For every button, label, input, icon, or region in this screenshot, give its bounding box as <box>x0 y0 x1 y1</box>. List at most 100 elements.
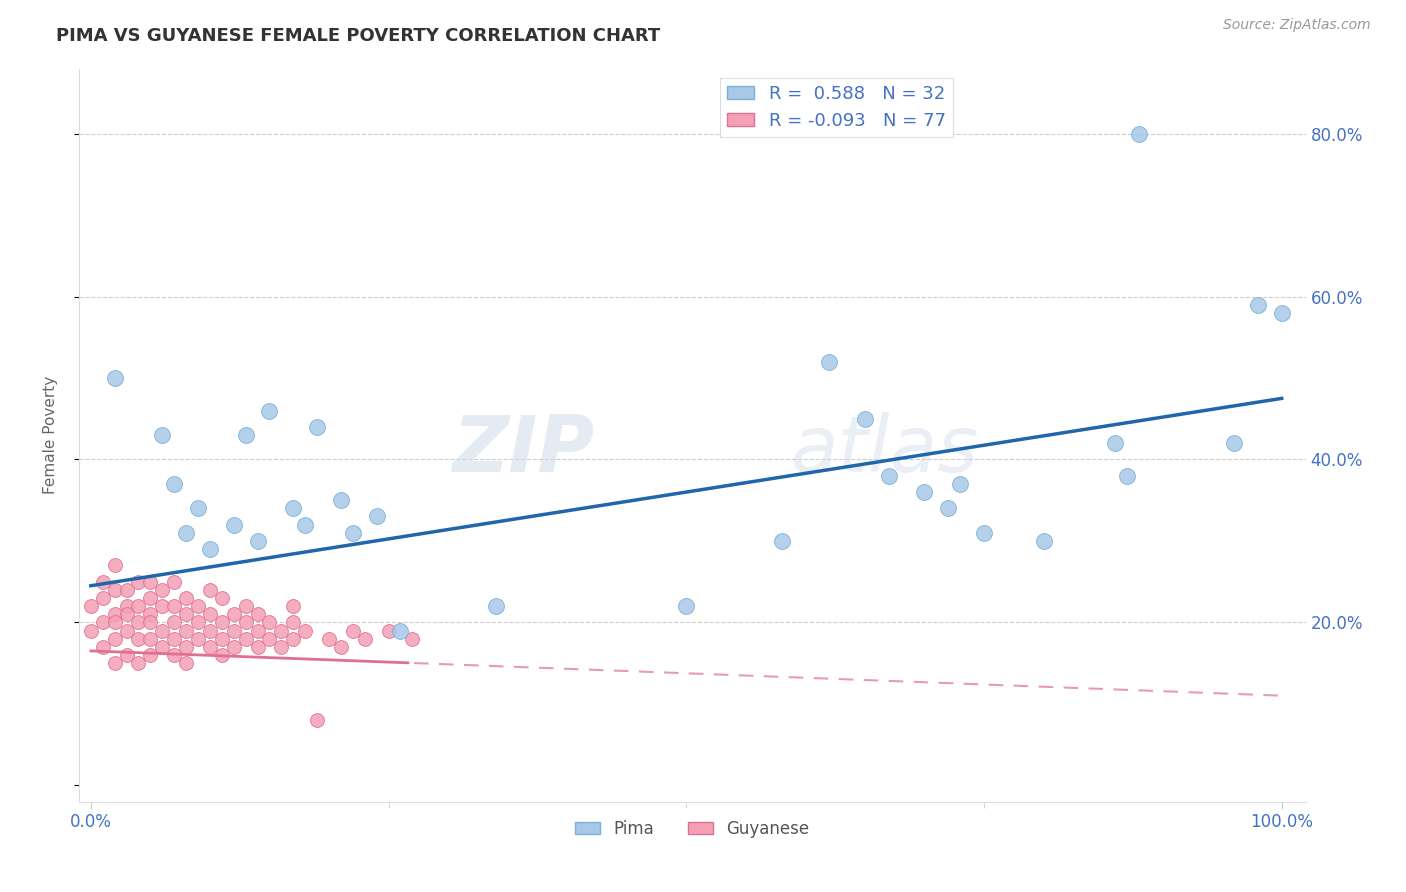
Point <box>294 517 316 532</box>
Text: Source: ZipAtlas.com: Source: ZipAtlas.com <box>1223 18 1371 32</box>
Point <box>187 599 209 613</box>
Point <box>818 355 841 369</box>
Point <box>198 624 221 638</box>
Point <box>211 648 233 662</box>
Point <box>211 632 233 646</box>
Legend: Pima, Guyanese: Pima, Guyanese <box>568 814 815 845</box>
Point <box>163 599 186 613</box>
Point <box>91 574 114 589</box>
Point <box>163 615 186 630</box>
Point <box>80 624 103 638</box>
Point <box>174 607 197 622</box>
Point <box>259 403 281 417</box>
Point <box>307 713 329 727</box>
Point <box>187 501 209 516</box>
Point <box>198 607 221 622</box>
Point <box>163 574 186 589</box>
Point <box>163 648 186 662</box>
Point <box>307 420 329 434</box>
Point <box>1223 436 1246 450</box>
Point <box>115 607 138 622</box>
Point <box>294 624 316 638</box>
Point <box>104 615 127 630</box>
Point <box>139 607 162 622</box>
Point <box>128 574 150 589</box>
Point <box>174 525 197 540</box>
Point <box>150 624 173 638</box>
Point <box>246 624 269 638</box>
Point <box>246 533 269 548</box>
Point <box>139 591 162 605</box>
Text: ZIP: ZIP <box>451 412 595 488</box>
Point <box>104 371 127 385</box>
Point <box>377 624 399 638</box>
Point <box>914 485 936 500</box>
Point <box>259 632 281 646</box>
Point <box>104 656 127 670</box>
Point <box>235 599 257 613</box>
Point <box>283 599 305 613</box>
Point <box>283 632 305 646</box>
Point <box>1128 127 1150 141</box>
Point <box>1115 468 1137 483</box>
Point <box>485 599 508 613</box>
Point <box>150 599 173 613</box>
Point <box>222 607 245 622</box>
Point <box>270 624 292 638</box>
Point <box>353 632 375 646</box>
Point <box>139 648 162 662</box>
Point <box>342 624 364 638</box>
Point <box>259 615 281 630</box>
Point <box>342 525 364 540</box>
Point <box>115 648 138 662</box>
Point <box>80 599 103 613</box>
Point <box>115 582 138 597</box>
Point <box>270 640 292 654</box>
Point <box>91 591 114 605</box>
Point <box>329 640 352 654</box>
Point <box>104 607 127 622</box>
Point <box>139 574 162 589</box>
Point <box>853 411 876 425</box>
Point <box>91 615 114 630</box>
Point <box>91 640 114 654</box>
Point <box>222 624 245 638</box>
Point <box>1104 436 1126 450</box>
Point <box>235 428 257 442</box>
Point <box>235 632 257 646</box>
Point <box>222 517 245 532</box>
Point <box>198 582 221 597</box>
Point <box>211 615 233 630</box>
Point <box>198 542 221 557</box>
Point <box>104 582 127 597</box>
Point <box>389 624 412 638</box>
Point <box>174 624 197 638</box>
Point <box>211 591 233 605</box>
Text: atlas: atlas <box>790 412 979 488</box>
Point <box>675 599 697 613</box>
Point <box>877 468 900 483</box>
Point <box>150 428 173 442</box>
Point <box>174 640 197 654</box>
Point <box>128 656 150 670</box>
Point <box>115 624 138 638</box>
Point <box>128 632 150 646</box>
Point <box>366 509 388 524</box>
Point <box>150 582 173 597</box>
Point <box>128 615 150 630</box>
Point <box>104 632 127 646</box>
Point <box>283 615 305 630</box>
Point <box>1271 306 1294 320</box>
Point <box>198 640 221 654</box>
Point <box>139 615 162 630</box>
Point <box>150 640 173 654</box>
Point <box>329 493 352 508</box>
Point <box>115 599 138 613</box>
Point <box>104 558 127 573</box>
Point <box>128 599 150 613</box>
Y-axis label: Female Poverty: Female Poverty <box>44 376 58 494</box>
Point <box>174 591 197 605</box>
Point <box>318 632 340 646</box>
Point <box>973 525 995 540</box>
Point <box>174 656 197 670</box>
